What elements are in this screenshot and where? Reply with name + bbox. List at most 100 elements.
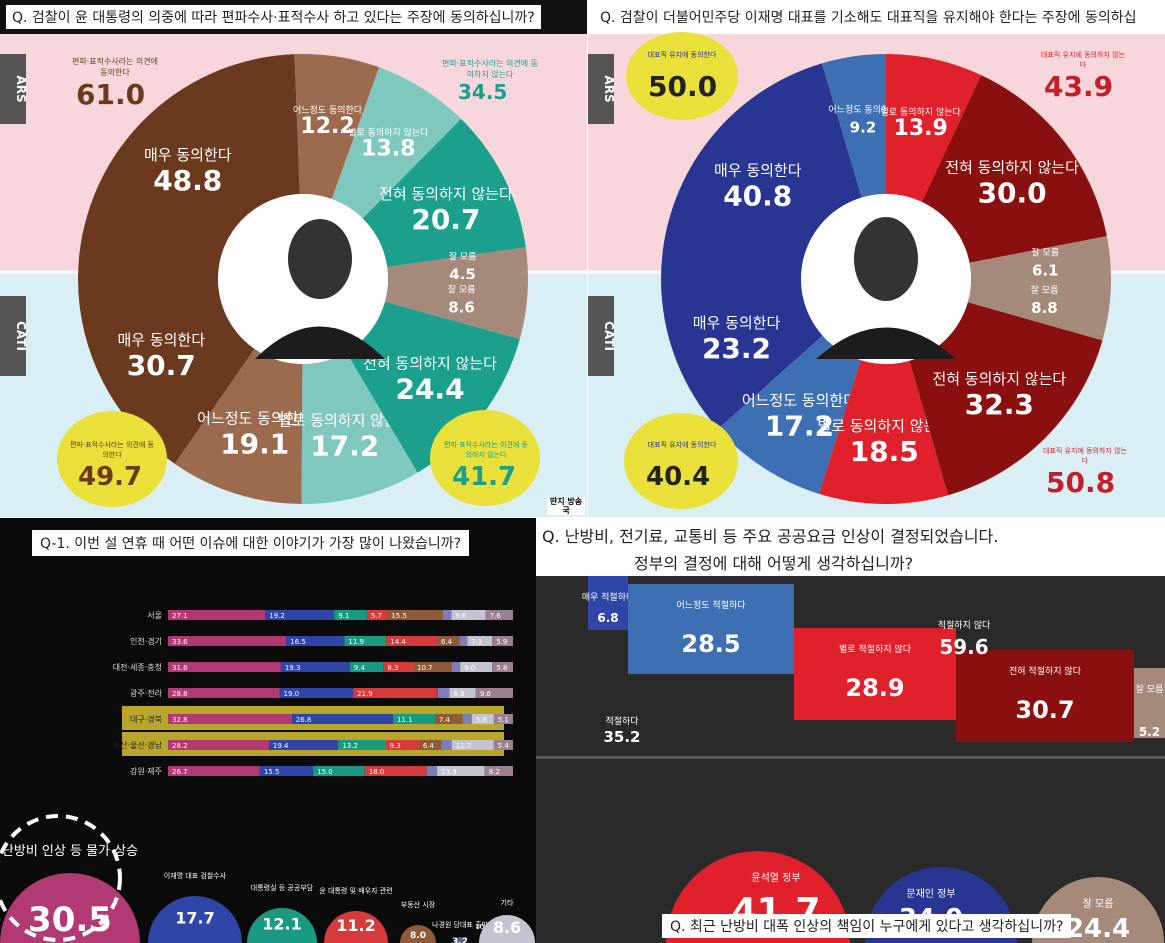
yoon-cati-category-3: 전혀 동의하지 않는다: [363, 354, 497, 372]
issue-bubble-5: [454, 937, 466, 943]
issue-label-7: 기타: [501, 898, 514, 907]
inappropriate-label: 적절하지 않다: [938, 619, 991, 631]
region-4-segment-6: [471, 714, 494, 724]
inappropriate-total: 59.6: [939, 635, 988, 659]
lee-ars-slice-1: [821, 54, 886, 198]
fee-value-0: 6.8: [597, 611, 618, 625]
yoon-ars-slice-0: [78, 54, 300, 279]
lee-cati-category-0: 매우 동의한다: [693, 314, 781, 332]
issue-label-3: 윤 대통령 및 배우자 관련: [319, 886, 392, 895]
lee-cati-category-1: 어느정도 동의한다: [742, 392, 857, 410]
region-2-segment-0: [168, 662, 281, 672]
fees-charts: 매우 적절하다 6.8 어느정도 적절하다 28.5 별로 적절하지 않다 28.9 전혀 …: [536, 576, 1165, 943]
yoon-ars-slice-2: [331, 67, 462, 219]
region-4-value-0: 32.8: [172, 716, 188, 724]
region-label-4: 대구·경북: [130, 714, 162, 724]
region-0-segment-3: [366, 610, 388, 620]
fee-bar-3: [956, 650, 1134, 742]
issue-label-5: 나경원 당대표 출마: [432, 920, 489, 929]
lee-cati-value-1: 17.2: [765, 410, 834, 443]
regions-stacked-bar-chart: 서울 27.1 19.2 9.1 5.7 15.5 9.6 7.6 인천·경기 33.6 16.5 1…: [0, 610, 574, 943]
region-5-segment-2: [338, 740, 386, 750]
region-0-value-7: 7.6: [490, 612, 502, 620]
region-5-value-3: 9.3: [390, 742, 401, 750]
yoon-cati-value-3: 24.4: [395, 372, 464, 405]
region-4-value-7: 5.1: [498, 716, 509, 724]
region-0-value-6: 9.6: [455, 612, 467, 620]
region-0-value-1: 19.2: [269, 612, 285, 620]
region-0-segment-7: [485, 610, 513, 620]
yoon-cati-slice-3: [346, 301, 520, 473]
yoon-ars-slice-3: [362, 118, 526, 268]
region-1-segment-6: [467, 636, 493, 646]
issue-bubble-2: [247, 908, 317, 943]
lee-cati-slice-3: [909, 302, 1103, 496]
yoon-top-left-note: 편파·표적수사라는 의견에 동의한다: [71, 57, 159, 77]
region-1-segment-5: [459, 636, 468, 646]
issue-value-0: 30.5: [28, 900, 112, 940]
region-0-segment-5: [442, 610, 452, 620]
region-5-segment-4: [418, 740, 442, 750]
region-4-segment-4: [434, 714, 463, 724]
regions-question: Q-1. 이번 설 연휴 때 어떤 이슈에 대한 이야기가 가장 많이 나왔습니…: [32, 530, 470, 556]
yoon-bottom-right-note: 편파·표적수사라는 의견에 동의하지 않는다: [444, 441, 528, 459]
region-1-value-1: 16.5: [290, 638, 306, 646]
fee-value-1: 28.5: [681, 630, 740, 658]
lee-bottom-left-note: 대표직 유지에 동의한다: [647, 441, 717, 449]
issue-value-4: 8.0: [410, 931, 426, 941]
issue-bubble-1: [148, 896, 242, 943]
lee-top-left-bubble: [626, 32, 738, 120]
yoon-ars-value-1: 12.2: [300, 114, 354, 139]
region-6-segment-5: [426, 766, 437, 776]
region-1-value-0: 33.6: [172, 638, 188, 646]
issue-bubble-3: [324, 911, 388, 943]
lee-ars-slice-0: [661, 63, 862, 279]
region-3-value-7: 9.6: [480, 690, 492, 698]
fee-cat-0: 매우 적절하다: [582, 591, 635, 603]
issue-value-1: 17.7: [175, 909, 214, 928]
lee-ars-category-1: 어느정도 동의한다: [828, 105, 898, 116]
yoon-cati-category-1: 어느정도 동의한다: [197, 410, 312, 428]
fees-question3: Q. 최근 난방비 대폭 인상의 책임이 누구에게 있다고 생각하십니까?: [662, 914, 1072, 938]
cati-tag-bg: [588, 296, 614, 376]
lee-ars-value-1: 9.2: [850, 119, 877, 137]
yoon-bottom-left-value: 49.7: [78, 462, 143, 492]
region-5-segment-3: [385, 740, 419, 750]
issue-value-7: 8.6: [493, 918, 521, 937]
region-1-segment-3: [386, 636, 437, 646]
region-1-segment-4: [436, 636, 460, 646]
fees-question-line2: 정부의 결정에 대해 어떻게 생각하십니까?: [634, 554, 914, 573]
ars-tag-bg: [588, 54, 614, 124]
lee-cati-slice-0: [661, 279, 823, 429]
region-4-segment-2: [392, 714, 435, 724]
lee-question: Q. 검찰이 더불어민주당 이재명 대표를 기소해도 대표직을 유지해야 한다는…: [594, 5, 1143, 29]
lee-top-right-value: 43.9: [1044, 70, 1114, 103]
lee-ars-slice-2: [886, 54, 982, 202]
region-4-value-2: 11.1: [397, 716, 413, 724]
region-2-value-7: 5.8: [496, 664, 507, 672]
lee-top-right-note: 대표직 유지에 동의하지 않는다: [1041, 51, 1125, 69]
blame-label-1: 문재인 정부: [906, 888, 955, 900]
region-label-0: 서울: [147, 611, 162, 620]
region-2-value-2: 9.4: [354, 664, 366, 672]
lee-cati-category-4: 잘 모름: [1031, 284, 1059, 296]
yoon-ars-category-4: 잘 모름: [449, 251, 477, 263]
region-6-segment-0: [168, 766, 260, 776]
region-0-value-2: 9.1: [338, 612, 349, 620]
yoon-cati-category-2: 별로 동의하지 않는다: [278, 411, 412, 429]
lee-cati-slice-1: [718, 335, 861, 494]
cati-tag-bg: [0, 296, 26, 376]
portrait-silhouette: [255, 219, 385, 359]
yoon-bottom-left-bubble: [57, 411, 167, 507]
yoon-survey-panel: Q. 검찰이 윤 대통령의 의중에 따라 편파수사·표적수사 하고 있다는 주장…: [0, 0, 587, 517]
yoon-ars-category-2: 별로 동의하지 않는다: [348, 128, 429, 139]
region-label-5: 부산·울산·경남: [113, 740, 163, 750]
region-4-segment-5: [462, 714, 472, 724]
fee-bar-0: [588, 576, 628, 630]
region-1-value-7: 5.9: [496, 638, 507, 646]
region-3-segment-0: [168, 688, 280, 698]
region-5-segment-5: [441, 740, 452, 750]
yoon-cati-value-0: 30.7: [127, 349, 196, 382]
region-0-value-4: 15.5: [391, 612, 407, 620]
lee-cati-slice-4: [967, 279, 1111, 341]
